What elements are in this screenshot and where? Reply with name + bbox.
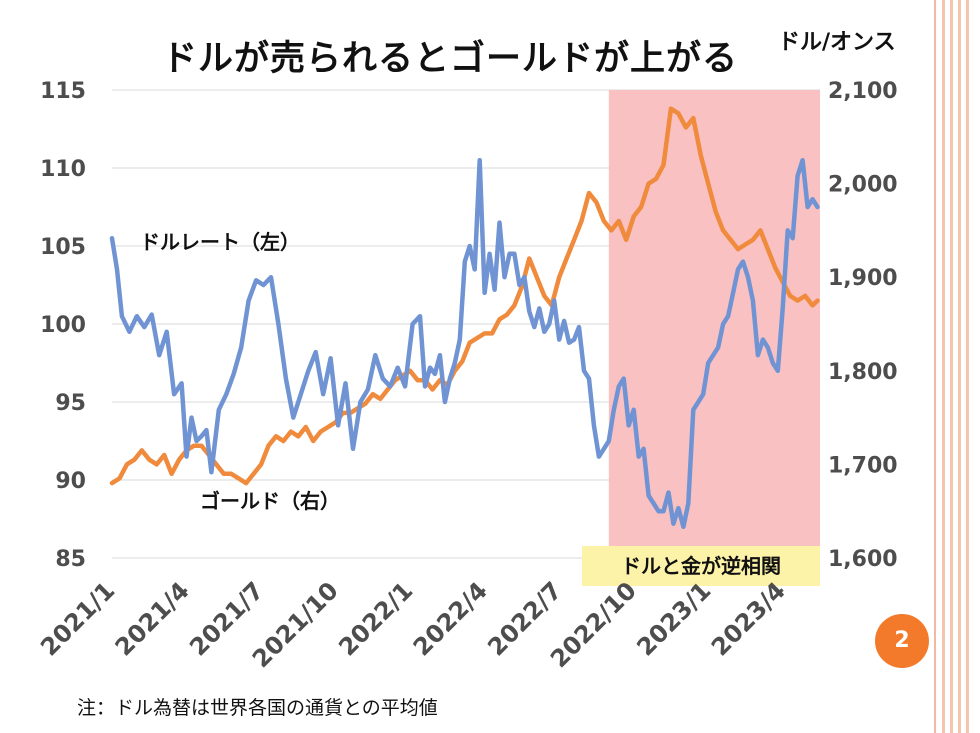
right-axis-unit-label: ドル/オンス xyxy=(778,30,896,55)
right-tick-label: 1,900 xyxy=(828,266,898,291)
shaded-region-label: ドルと金が逆相関 xyxy=(621,554,781,578)
shaded-region-label-bg xyxy=(582,546,820,586)
page-number-badge: 2 xyxy=(875,614,929,668)
left-tick-label: 100 xyxy=(40,313,86,338)
left-tick-label: 105 xyxy=(40,235,86,260)
left-tick-label: 85 xyxy=(55,547,86,572)
slide-title: ドルが売られるとゴールドが上がる xyxy=(162,39,739,79)
right-tick-label: 2,000 xyxy=(828,173,898,198)
right-tick-label: 2,100 xyxy=(828,79,898,104)
left-tick-label: 90 xyxy=(55,469,86,494)
x-tick-label: 2022/4 xyxy=(408,576,493,661)
dollar-series-annotation: ドルレート（左） xyxy=(140,230,300,254)
right-tick-label: 1,600 xyxy=(828,547,898,572)
series-layer xyxy=(109,106,820,530)
right-axis-ticks: 1,600 1,700 1,800 1,900 2,000 2,100 xyxy=(828,79,898,572)
right-tick-label: 1,700 xyxy=(828,453,898,478)
dollar-rate-line xyxy=(109,157,820,530)
x-tick-label: 2023/1 xyxy=(631,576,716,661)
x-axis-ticks: 2021/12021/42021/72021/102022/12022/4202… xyxy=(35,576,791,673)
slide-right-border xyxy=(934,0,980,733)
footnote: 注：ドル為替は世界各国の通貨との平均値 xyxy=(77,697,438,719)
right-tick-label: 1,800 xyxy=(828,360,898,385)
shaded-region xyxy=(608,90,820,546)
x-tick-label: 2021/1 xyxy=(35,576,120,661)
gold-price-line xyxy=(109,106,820,486)
x-tick-label: 2023/4 xyxy=(706,576,791,661)
left-tick-label: 95 xyxy=(55,391,86,416)
left-axis-ticks: 85 90 95 100 105 110 115 xyxy=(40,79,86,572)
left-tick-label: 115 xyxy=(40,79,86,104)
x-tick-label: 2022/1 xyxy=(333,576,418,661)
left-tick-label: 110 xyxy=(40,157,86,182)
gold-series-annotation: ゴールド（右） xyxy=(200,489,340,513)
x-tick-label: 2021/4 xyxy=(110,576,195,661)
